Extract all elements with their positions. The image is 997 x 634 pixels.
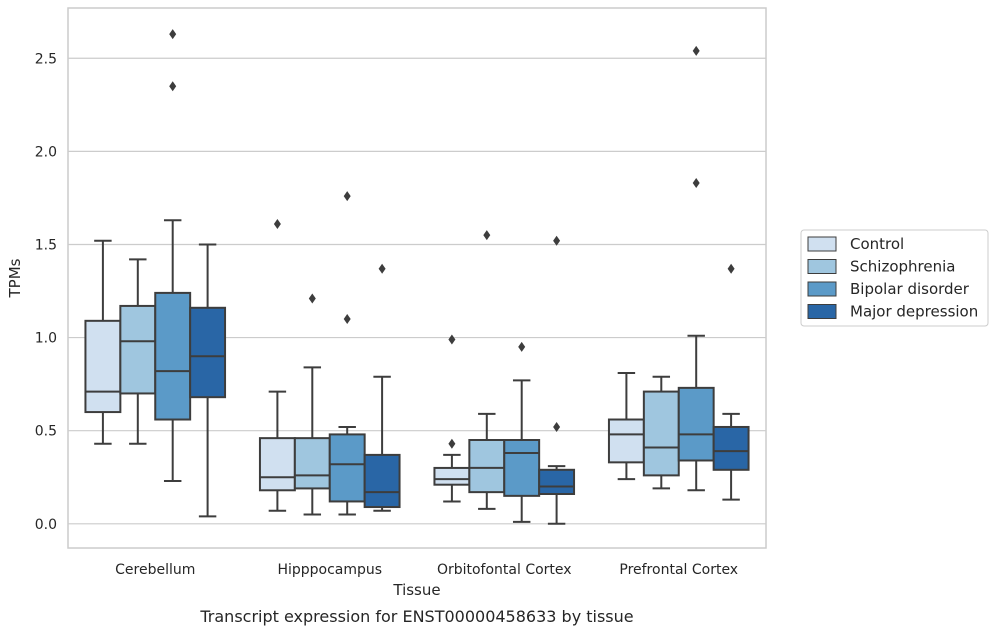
box-iqr <box>154 291 192 421</box>
outlier-marker-1 <box>169 29 177 40</box>
box-2-2 <box>503 341 541 523</box>
y-tick-label-4: 2.0 <box>35 144 57 160</box>
y-tick-label-2: 1.0 <box>35 331 57 347</box>
box-2-3 <box>677 45 715 492</box>
legend-swatch-2 <box>807 281 837 297</box>
outlier-marker-1 <box>448 334 456 345</box>
box-iqr <box>433 466 471 486</box>
outlier-marker-0 <box>343 313 351 324</box>
x-axis-title: Tissue <box>392 581 440 599</box>
box-iqr <box>642 390 680 477</box>
box-iqr <box>258 437 296 492</box>
y-axis-ticks: 0.0 0.5 1.0 1.5 2.0 2.5 <box>35 51 57 533</box>
outlier-marker-0 <box>448 438 456 449</box>
y-tick-label-3: 1.5 <box>35 237 57 253</box>
chart-caption: Transcript expression for ENST0000045863… <box>199 607 633 626</box>
box-iqr <box>119 304 157 395</box>
x-tick-label-2: Orbitofontal Cortex <box>437 562 572 578</box>
box-iqr <box>84 319 122 414</box>
legend-label-3: Major depression <box>850 303 978 321</box>
box-series <box>84 29 750 525</box>
x-tick-label-1: Hipppocampus <box>277 562 382 578</box>
y-axis-title: TPMs <box>6 258 24 298</box>
box-iqr <box>607 418 645 464</box>
box-0-1 <box>258 219 296 512</box>
box-3-2 <box>538 235 576 525</box>
outlier-marker-0 <box>308 293 316 304</box>
box-iqr <box>363 453 401 509</box>
outlier-marker-1 <box>343 191 351 202</box>
box-iqr <box>677 386 715 462</box>
box-0-0 <box>84 239 122 445</box>
outlier-marker-0 <box>483 230 491 241</box>
y-tick-label-0: 0.0 <box>35 517 57 533</box>
box-iqr <box>538 468 576 495</box>
outlier-marker-1 <box>553 235 561 246</box>
box-3-0 <box>189 243 227 518</box>
x-tick-label-0: Cerebellum <box>115 562 195 578</box>
outlier-marker-1 <box>692 45 700 56</box>
box-1-3 <box>642 375 680 490</box>
box-0-2 <box>433 334 471 503</box>
legend-frame <box>800 229 989 327</box>
outlier-marker-0 <box>692 178 700 189</box>
y-tick-label-5: 2.5 <box>35 51 57 67</box>
outlier-marker-0 <box>378 263 386 274</box>
outlier-marker-0 <box>273 219 281 229</box>
box-iqr <box>468 439 506 494</box>
legend: Control Schizophrenia Bipolar disorder Majo… <box>800 229 989 327</box>
legend-label-2: Bipolar disorder <box>850 280 970 298</box>
box-iqr <box>328 433 366 503</box>
box-1-0 <box>119 258 157 445</box>
y-tick-label-1: 0.5 <box>35 424 57 440</box>
box-iqr <box>293 437 331 490</box>
x-tick-label-3: Prefrontal Cortex <box>619 562 738 578</box>
outlier-marker-0 <box>553 421 561 432</box>
legend-label-1: Schizophrenia <box>850 258 955 276</box>
legend-label-0: Control <box>850 235 904 253</box>
outlier-marker-0 <box>727 263 735 274</box>
box-iqr <box>189 306 227 399</box>
x-axis-ticks: Cerebellum Hipppocampus Orbitofontal Corte… <box>115 562 738 578</box>
box-iqr <box>503 439 541 497</box>
outlier-marker-0 <box>169 81 177 92</box>
box-iqr <box>712 425 750 471</box>
box-2-0 <box>154 29 192 482</box>
legend-swatch-0 <box>807 236 837 252</box>
outlier-marker-0 <box>518 341 526 352</box>
box-3-3 <box>712 263 750 501</box>
legend-swatch-3 <box>807 304 837 319</box>
box-3-1 <box>363 263 401 512</box>
legend-swatch-1 <box>807 259 837 274</box>
